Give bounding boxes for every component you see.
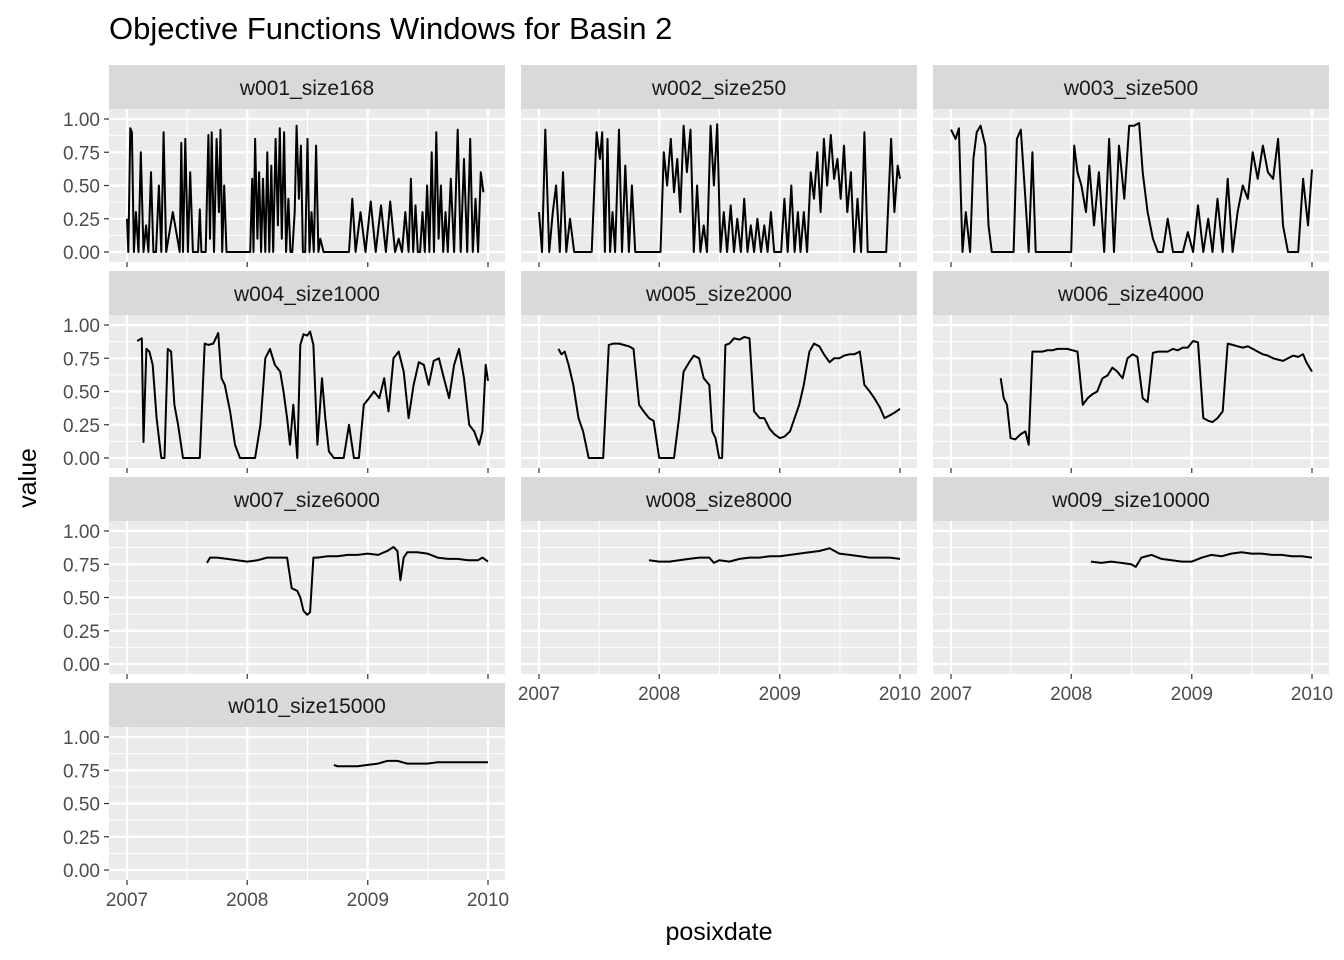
- facet-panel-w006_size4000: w006_size4000: [933, 271, 1329, 473]
- facet-panel-w003_size500: w003_size500: [933, 65, 1329, 267]
- y-tick-label: 0.75: [63, 555, 100, 576]
- y-tick-label: 0.00: [63, 861, 100, 882]
- facet-strip: [109, 477, 505, 521]
- x-tick-label: 2010: [1291, 684, 1333, 705]
- y-tick-label: 0.75: [63, 761, 100, 782]
- facet-panels: w001_size168 0.00 0.25 0.50 0.75 1.00 w002_siz…: [63, 65, 1333, 911]
- series-line: [126, 124, 485, 253]
- facet-panel-w007_size6000: w007_size6000 0.00 0.25 0.50 0.75 1.00: [63, 477, 505, 679]
- x-tick-label: 2010: [879, 684, 921, 705]
- y-tick-label: 0.00: [63, 655, 100, 676]
- y-tick-label: 0.25: [63, 828, 100, 849]
- series-line: [999, 340, 1313, 446]
- y-tick-label: 0.50: [63, 795, 100, 816]
- y-tick-label: 0.00: [63, 243, 100, 264]
- x-tick-label: 2009: [759, 684, 801, 705]
- facet-label: w008_size8000: [645, 489, 792, 512]
- y-tick-label: 1.00: [63, 522, 100, 543]
- y-axis-title: value: [14, 448, 42, 508]
- x-tick-label: 2007: [106, 890, 148, 911]
- facet-label: w009_size10000: [1051, 489, 1210, 512]
- facet-label: w004_size1000: [233, 283, 380, 306]
- facet-strip: [109, 271, 505, 315]
- facet-label: w002_size250: [651, 77, 786, 100]
- x-tick-label: 2009: [347, 890, 389, 911]
- facet-strip: [109, 65, 505, 109]
- x-tick-label: 2007: [930, 684, 972, 705]
- facet-strip: [933, 271, 1329, 315]
- y-tick-label: 0.25: [63, 622, 100, 643]
- facet-panel-w001_size168: w001_size168 0.00 0.25 0.50 0.75 1.00: [63, 65, 505, 267]
- facet-strip: [521, 477, 917, 521]
- facet-panel-w004_size1000: w004_size1000 0.00 0.25 0.50 0.75 1.00: [63, 271, 505, 473]
- facet-strip: [521, 271, 917, 315]
- series-line: [136, 330, 489, 459]
- x-axis-title: posixdate: [665, 918, 772, 946]
- x-tick-label: 2009: [1171, 684, 1213, 705]
- series-line: [557, 336, 901, 459]
- facet-panel-w010_size15000: w010_size15000 0.00 0.25 0.50 0.75 1.00 2007 20…: [63, 683, 509, 911]
- series-line: [950, 122, 1313, 253]
- facet-strip: [109, 683, 505, 727]
- x-tick-label: 2008: [226, 890, 268, 911]
- y-tick-label: 1.00: [63, 316, 100, 337]
- series-line: [648, 547, 901, 564]
- y-tick-label: 0.00: [63, 449, 100, 470]
- facet-strip: [933, 477, 1329, 521]
- facet-label: w010_size15000: [227, 695, 386, 718]
- chart-title: Objective Functions Windows for Basin 2: [109, 11, 672, 46]
- x-tick-label: 2008: [1050, 684, 1092, 705]
- y-tick-label: 0.25: [63, 210, 100, 231]
- x-tick-label: 2010: [467, 890, 509, 911]
- y-tick-label: 1.00: [63, 110, 100, 131]
- y-tick-label: 0.50: [63, 177, 100, 198]
- facet-strip: [933, 65, 1329, 109]
- y-tick-label: 0.50: [63, 589, 100, 610]
- y-tick-label: 0.75: [63, 143, 100, 164]
- facet-panel-w008_size8000: w008_size8000 2007 2008 2009 2010: [518, 477, 921, 705]
- y-tick-label: 1.00: [63, 728, 100, 749]
- facet-label: w003_size500: [1063, 77, 1198, 100]
- facet-label: w007_size6000: [233, 489, 380, 512]
- y-tick-label: 0.50: [63, 383, 100, 404]
- series-line: [538, 123, 901, 253]
- facet-panel-w009_size10000: w009_size10000 2007 2008 2009 2010: [930, 477, 1333, 705]
- series-line: [333, 759, 488, 768]
- series-line: [206, 546, 489, 616]
- facet-label: w001_size168: [239, 77, 374, 100]
- facet-label: w005_size2000: [645, 283, 792, 306]
- facet-panel-w002_size250: w002_size250: [521, 65, 917, 267]
- facet-label: w006_size4000: [1057, 283, 1204, 306]
- series-line: [1090, 551, 1313, 568]
- y-tick-label: 0.25: [63, 416, 100, 437]
- facet-strip: [521, 65, 917, 109]
- facet-panel-w005_size2000: w005_size2000: [521, 271, 917, 473]
- y-tick-label: 0.75: [63, 349, 100, 370]
- x-tick-label: 2007: [518, 684, 560, 705]
- x-tick-label: 2008: [638, 684, 680, 705]
